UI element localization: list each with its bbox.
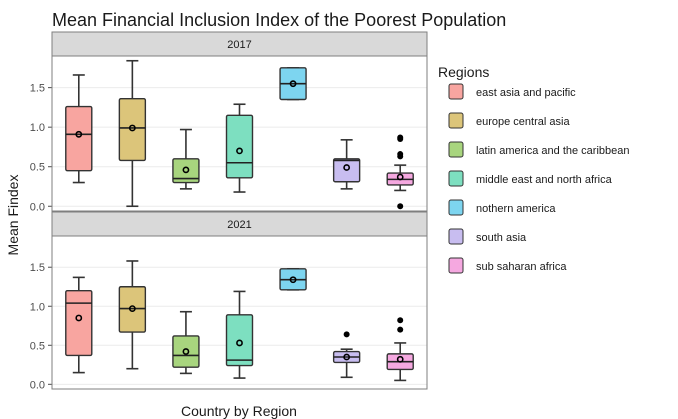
x-axis-title: Country by Region (181, 403, 297, 419)
panel-strip (51, 31, 428, 57)
box-europe-central-asia (118, 59, 147, 208)
legend: Regions east asia and pacific europe cent… (438, 64, 629, 274)
y-axis-title: Mean Findex (5, 175, 21, 256)
y-tick-label: 0.5 (30, 340, 45, 352)
box-nothern-america (279, 267, 307, 291)
box-mean-point (396, 355, 404, 363)
y-tick-label: 1.0 (30, 301, 45, 313)
legend-swatch (448, 199, 464, 216)
legend-label: south asia (476, 232, 527, 244)
box-mean-point (182, 166, 190, 174)
panel-2017: 2017 0.0 0.5 1.0 1.5 (30, 31, 428, 213)
panel-strip-label: 2017 (227, 39, 251, 51)
box-europe-central-asia (118, 260, 147, 370)
box-latin-america-and-the-caribbean (172, 310, 200, 375)
legend-label: east asia and pacific (476, 87, 576, 99)
box-iqr (225, 114, 254, 179)
legend-label: nothern america (476, 203, 556, 215)
box-south-asia (332, 139, 361, 190)
y-tick-label: 1.5 (30, 262, 45, 274)
box-east-asia-and-pacific (65, 276, 93, 374)
box-sub-saharan-africa (386, 134, 414, 210)
legend-swatch (448, 83, 464, 100)
box-iqr (118, 98, 147, 162)
legend-entries: east asia and pacific europe central asia… (448, 83, 629, 274)
box-mean-point (236, 339, 243, 347)
box-middle-east-and-north-africa (225, 103, 254, 193)
legend-label: sub saharan africa (476, 261, 567, 273)
box-mean-point (396, 173, 404, 181)
chart-title: Mean Financial Inclusion Index of the Po… (52, 10, 506, 30)
legend-entry-latin-america-and-the-caribbean: latin america and the caribbean (448, 141, 629, 158)
box-iqr (65, 289, 93, 357)
box-south-asia (332, 331, 361, 379)
box-nothern-america (279, 67, 307, 101)
y-tick-label: 0.0 (30, 201, 45, 213)
box-mean-point (343, 353, 351, 361)
legend-swatch (448, 257, 464, 274)
panel-2021: 2021 0.0 0.5 1.0 1.5 (30, 211, 428, 391)
box-mean-point (128, 305, 136, 312)
legend-entry-east-asia-and-pacific: east asia and pacific (448, 83, 576, 100)
y-tick-label: 0.0 (30, 379, 45, 391)
legend-swatch (448, 141, 464, 158)
panels: 2017 0.0 0.5 1.0 1.5 2021 0.0 0.5 1.0 1.5 (30, 31, 428, 391)
panel-border (51, 235, 428, 390)
legend-entry-sub-saharan-africa: sub saharan africa (448, 257, 567, 274)
box-middle-east-and-north-africa (225, 290, 254, 379)
y-tick-label: 0.5 (30, 162, 45, 174)
outlier-point (397, 317, 404, 324)
box-mean-point (182, 348, 190, 355)
box-mean-point (289, 80, 297, 88)
legend-swatch (448, 228, 464, 245)
box-mean-point (128, 124, 136, 132)
legend-swatch (448, 170, 464, 187)
outlier-point (397, 203, 404, 210)
legend-entry-nothern-america: nothern america (448, 199, 556, 216)
outlier-point (397, 326, 404, 333)
box-east-asia-and-pacific (65, 74, 93, 184)
outlier-point (343, 331, 350, 338)
outlier-point (397, 151, 404, 158)
box-mean-point (75, 314, 83, 322)
legend-entry-middle-east-and-north-africa: middle east and north africa (448, 170, 613, 187)
legend-label: middle east and north africa (476, 174, 613, 186)
legend-label: latin america and the caribbean (476, 145, 629, 157)
box-mean-point (343, 164, 351, 171)
box-iqr (65, 105, 93, 172)
legend-title: Regions (438, 64, 489, 80)
panel-border (51, 55, 428, 212)
panel-strip (51, 211, 428, 237)
box-iqr (172, 335, 200, 368)
box-mean-point (236, 147, 243, 155)
box-mean-point (289, 276, 297, 284)
outlier-point (397, 134, 404, 141)
box-latin-america-and-the-caribbean (172, 128, 200, 190)
legend-label: europe central asia (476, 116, 570, 128)
box-mean-point (75, 130, 83, 138)
box-sub-saharan-africa (386, 317, 414, 382)
legend-entry-south-asia: south asia (448, 228, 527, 245)
legend-entry-europe-central-asia: europe central asia (448, 112, 570, 129)
legend-swatch (448, 112, 464, 129)
box-iqr (172, 158, 200, 184)
y-tick-label: 1.0 (30, 122, 45, 134)
panel-strip-label: 2021 (227, 219, 251, 231)
y-tick-label: 1.5 (30, 83, 45, 95)
